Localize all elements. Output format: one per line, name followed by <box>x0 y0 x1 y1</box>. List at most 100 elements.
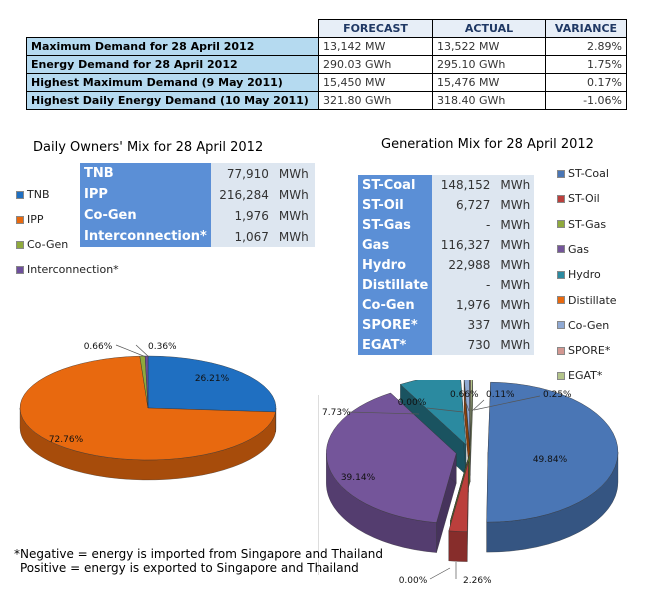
slice-data-label: 2.26% <box>463 576 492 586</box>
gen-value: - <box>432 275 495 295</box>
row-variance: 2.89% <box>545 37 627 56</box>
gen-name: SPORE* <box>358 315 433 335</box>
gen-unit: MWh <box>494 295 535 315</box>
row-actual: 13,522 MW <box>432 37 546 56</box>
slice-data-label: 0.00% <box>398 398 427 408</box>
list-item: IPP 216,284 MWh <box>80 184 315 205</box>
header-variance: VARIANCE <box>545 19 627 38</box>
legend-item: ST-Gas <box>557 218 606 231</box>
legend-item: Interconnection* <box>16 263 119 276</box>
list-item: ST-Gas - MWh <box>358 215 535 235</box>
leader-line <box>348 411 420 415</box>
slice-data-label: 0.11% <box>486 390 515 400</box>
owner-unit: MWh <box>272 184 315 205</box>
table-header-row: FORECAST ACTUAL VARIANCE <box>26 19 627 38</box>
legend-label: ST-Gas <box>568 217 607 231</box>
row-actual: 15,476 MW <box>432 73 546 92</box>
legend-swatch <box>557 169 565 178</box>
gen-unit: MWh <box>494 335 535 355</box>
legend-item: Co-Gen <box>557 319 609 332</box>
generation-mix-title: Generation Mix for 28 April 2012 <box>381 137 594 152</box>
pie-slice-gas <box>326 392 457 523</box>
gen-name: Co-Gen <box>358 295 433 315</box>
legend-item: Hydro <box>557 268 601 281</box>
gen-unit: MWh <box>494 195 535 215</box>
table-row: Highest Daily Energy Demand (10 May 2011… <box>26 91 627 110</box>
slice-data-label: 0.25% <box>543 390 572 400</box>
row-forecast: 15,450 MW <box>318 73 433 92</box>
row-variance: -1.06% <box>545 91 627 110</box>
legend-swatch <box>557 371 565 380</box>
leader-line <box>473 395 541 411</box>
legend-label: Hydro <box>568 268 601 282</box>
slice-data-label: 26.21% <box>195 374 230 384</box>
pie-slice-distillate <box>464 382 471 453</box>
leader-line <box>464 399 470 412</box>
legend-label: Distillate <box>568 293 617 307</box>
gen-value: 116,327 <box>432 235 495 255</box>
row-forecast: 13,142 MW <box>318 37 433 56</box>
legend-item: Distillate <box>557 294 617 307</box>
owner-value: 1,976 <box>210 205 273 226</box>
legend-swatch <box>557 346 565 355</box>
gen-name: EGAT* <box>358 335 433 355</box>
gen-name: Distillate <box>358 275 433 295</box>
gen-unit: MWh <box>494 235 535 255</box>
owners-mix-title: Daily Owners' Mix for 28 April 2012 <box>33 140 264 155</box>
list-item: Hydro 22,988 MWh <box>358 255 535 275</box>
header-actual: ACTUAL <box>432 19 546 38</box>
legend-swatch <box>557 321 565 330</box>
legend-item: ST-Oil <box>557 192 600 205</box>
slice-data-label: 72.76% <box>49 435 84 445</box>
owner-name: Co-Gen <box>80 205 211 226</box>
pie-slice-tnb <box>147 355 277 413</box>
legend-label: Gas <box>568 242 589 256</box>
gen-value: 730 <box>432 335 495 355</box>
owner-name: IPP <box>80 184 211 205</box>
table-row: Energy Demand for 28 April 2012 290.03 G… <box>26 55 627 74</box>
demand-summary-table: FORECAST ACTUAL VARIANCE Maximum Demand … <box>26 19 627 110</box>
footnote-line-1: *Negative = energy is imported from Sing… <box>14 547 384 561</box>
row-label: Energy Demand for 28 April 2012 <box>26 55 319 74</box>
chart-divider <box>318 395 319 575</box>
list-item: SPORE* 337 MWh <box>358 315 535 335</box>
legend-swatch <box>16 190 24 199</box>
legend-swatch <box>557 270 565 279</box>
owner-unit: MWh <box>272 163 315 184</box>
legend-label: Interconnection* <box>27 263 119 276</box>
gen-name: Hydro <box>358 255 433 275</box>
list-item: ST-Coal 148,152 MWh <box>358 175 535 195</box>
legend-swatch <box>557 194 565 203</box>
legend-swatch <box>16 215 24 224</box>
owner-value: 77,910 <box>210 163 273 184</box>
legend-item: EGAT* <box>557 369 602 382</box>
pie-slice-co-gen <box>464 380 470 446</box>
row-variance: 0.17% <box>545 73 627 92</box>
slice-data-label: 7.73% <box>322 408 351 418</box>
gen-name: ST-Gas <box>358 215 433 235</box>
legend-item: ST-Coal <box>557 167 609 180</box>
footnote: *Negative = energy is imported from Sing… <box>14 547 383 575</box>
owner-value: 216,284 <box>210 184 273 205</box>
pie-slice-st-coal <box>486 381 619 523</box>
pie-slice-egat <box>469 380 473 446</box>
slice-data-label: 0.66% <box>84 342 113 352</box>
gen-value: 6,727 <box>432 195 495 215</box>
gen-value: - <box>432 215 495 235</box>
legend-swatch <box>16 240 24 249</box>
pie-slice-st-gas <box>450 451 471 522</box>
gen-unit: MWh <box>494 275 535 295</box>
table-header-blank <box>26 19 319 38</box>
row-actual: 295.10 GWh <box>432 55 546 74</box>
gen-unit: MWh <box>494 175 535 195</box>
owner-name: Interconnection* <box>80 226 211 247</box>
list-item: EGAT* 730 MWh <box>358 335 535 355</box>
legend-swatch <box>16 265 24 274</box>
table-row: Highest Maximum Demand (9 May 2011) 15,4… <box>26 73 627 92</box>
row-forecast: 321.80 GWh <box>318 91 433 110</box>
owners-mix-table: TNB 77,910 MWh IPP 216,284 MWh Co-Gen 1,976 MW… <box>80 163 315 247</box>
owner-value: 1,067 <box>210 226 273 247</box>
pie-slice-st-oil <box>448 461 469 532</box>
row-variance: 1.75% <box>545 55 627 74</box>
row-label: Highest Daily Energy Demand (10 May 2011… <box>26 91 319 110</box>
